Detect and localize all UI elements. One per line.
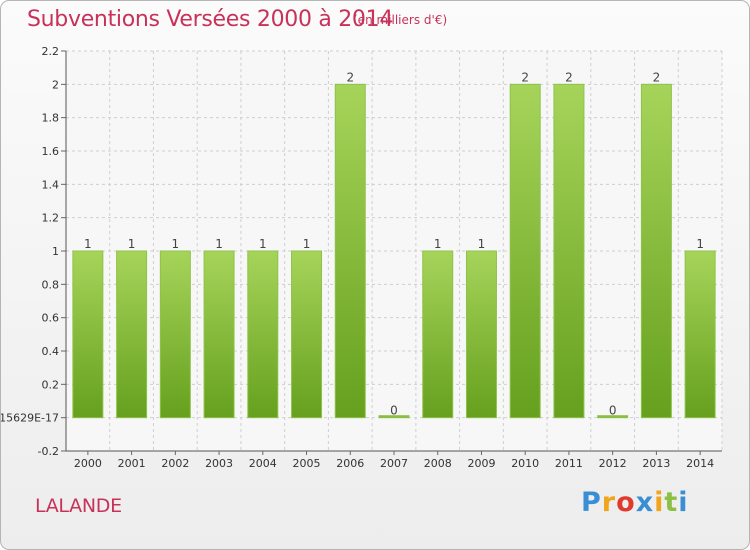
logo-letter: t bbox=[664, 487, 679, 518]
bar-2001 bbox=[116, 250, 148, 419]
bar-2010 bbox=[509, 83, 541, 419]
x-tick-label: 2000 bbox=[74, 457, 102, 470]
x-tick-label: 2011 bbox=[555, 457, 583, 470]
x-tick-label: 2002 bbox=[161, 457, 189, 470]
x-tick-label: 2001 bbox=[118, 457, 146, 470]
y-tick-label: -0.2 bbox=[38, 445, 59, 458]
chart-unit: (en milliers d'€) bbox=[353, 13, 448, 27]
logo-letter: r bbox=[601, 487, 617, 518]
data-label: 2 bbox=[521, 70, 529, 84]
x-tick-label: 2003 bbox=[205, 457, 233, 470]
y-tick-label: 1.6 bbox=[42, 145, 60, 158]
x-tick-label: 2012 bbox=[599, 457, 627, 470]
y-tick-label: 1.2 bbox=[42, 212, 60, 225]
logo-letter: i bbox=[678, 487, 689, 518]
data-label: 2 bbox=[565, 70, 573, 84]
bar-2002 bbox=[159, 250, 191, 419]
x-tick-label: 2009 bbox=[467, 457, 495, 470]
data-label: 1 bbox=[434, 237, 442, 251]
bar-2011 bbox=[553, 83, 585, 419]
x-tick-label: 2006 bbox=[336, 457, 364, 470]
data-label: 1 bbox=[259, 237, 267, 251]
y-tick-label: 2.2 bbox=[42, 45, 60, 58]
y-tick-label: 1.4 bbox=[42, 178, 60, 191]
bar-2009 bbox=[465, 250, 497, 419]
bar-2000 bbox=[72, 250, 104, 419]
commune-name: LALANDE bbox=[35, 495, 122, 517]
data-label: 1 bbox=[303, 237, 311, 251]
y-tick-label: -1.15629E-17 bbox=[1, 412, 59, 425]
x-tick-label: 2014 bbox=[686, 457, 714, 470]
x-tick-label: 2005 bbox=[293, 457, 321, 470]
data-label: 1 bbox=[172, 237, 180, 251]
y-tick-label: 1.8 bbox=[42, 112, 60, 125]
bar-2007 bbox=[378, 415, 410, 419]
data-label: 1 bbox=[84, 237, 92, 251]
data-label: 1 bbox=[215, 237, 223, 251]
data-label: 1 bbox=[478, 237, 486, 251]
logo-letter: o bbox=[616, 487, 636, 518]
x-tick-label: 2004 bbox=[249, 457, 277, 470]
proxiti-logo: Proxiti bbox=[581, 487, 689, 518]
x-tick-label: 2013 bbox=[642, 457, 670, 470]
bar-2006 bbox=[334, 83, 366, 419]
x-tick-label: 2008 bbox=[424, 457, 452, 470]
y-tick-label: 0.4 bbox=[42, 345, 60, 358]
data-label: 2 bbox=[346, 70, 354, 84]
data-label: 2 bbox=[653, 70, 661, 84]
logo-letter: P bbox=[581, 487, 602, 518]
bar-2008 bbox=[422, 250, 454, 419]
bar-2013 bbox=[640, 83, 672, 419]
bar-2005 bbox=[291, 250, 323, 419]
chart-title: Subventions Versées 2000 à 2014 bbox=[27, 7, 394, 32]
data-label: 1 bbox=[128, 237, 136, 251]
bar-2012 bbox=[597, 415, 629, 419]
bar-2004 bbox=[247, 250, 279, 419]
data-label: 0 bbox=[390, 404, 398, 418]
y-tick-label: 2 bbox=[52, 78, 59, 91]
x-tick-label: 2007 bbox=[380, 457, 408, 470]
x-tick-label: 2010 bbox=[511, 457, 539, 470]
bar-2014 bbox=[684, 250, 716, 419]
logo-letter: i bbox=[654, 487, 665, 518]
y-tick-label: 1 bbox=[52, 245, 59, 258]
logo-letter: x bbox=[635, 487, 655, 518]
data-label: 0 bbox=[609, 404, 617, 418]
bar-2003 bbox=[203, 250, 235, 419]
data-label: 1 bbox=[696, 237, 704, 251]
y-tick-label: 0.6 bbox=[42, 312, 60, 325]
y-tick-label: 0.2 bbox=[42, 378, 60, 391]
y-tick-label: 0.8 bbox=[42, 278, 60, 291]
